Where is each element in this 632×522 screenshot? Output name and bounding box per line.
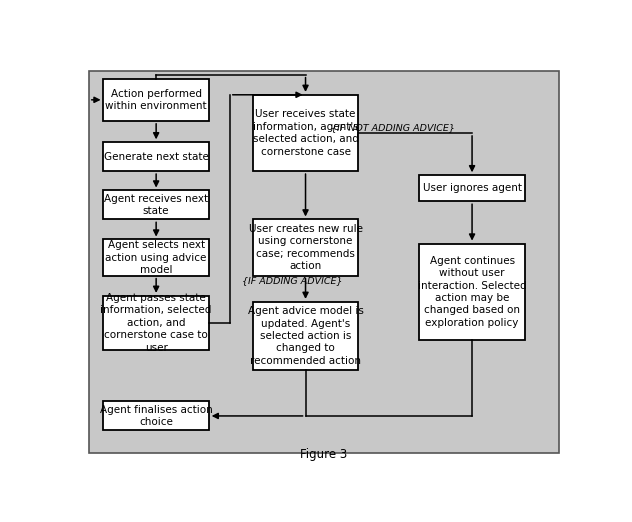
Text: Figure 3: Figure 3: [300, 447, 348, 460]
Text: Agent selects next
action using advice
model: Agent selects next action using advice m…: [106, 240, 207, 275]
Text: Agent finalises action
choice: Agent finalises action choice: [100, 405, 212, 427]
Text: User receives state
information, agent's
selected action, and
cornerstone case: User receives state information, agent's…: [253, 110, 358, 157]
FancyBboxPatch shape: [253, 219, 358, 276]
Text: Agent receives next
state: Agent receives next state: [104, 194, 208, 216]
FancyBboxPatch shape: [420, 243, 525, 340]
Text: User creates new rule
using cornerstone
case; recommends
action: User creates new rule using cornerstone …: [248, 224, 363, 271]
Text: Generate next state: Generate next state: [104, 152, 209, 162]
FancyBboxPatch shape: [88, 70, 559, 453]
FancyBboxPatch shape: [420, 175, 525, 201]
FancyBboxPatch shape: [104, 296, 209, 350]
FancyBboxPatch shape: [104, 240, 209, 276]
FancyBboxPatch shape: [253, 95, 358, 171]
FancyBboxPatch shape: [104, 79, 209, 121]
Text: Action performed
within environment: Action performed within environment: [106, 89, 207, 111]
FancyBboxPatch shape: [104, 191, 209, 219]
FancyBboxPatch shape: [253, 302, 358, 370]
FancyBboxPatch shape: [104, 401, 209, 431]
Text: Agent passes state
information, selected
action, and
cornerstone case to
user: Agent passes state information, selected…: [100, 293, 212, 353]
Text: Agent continues
without user
interaction. Selected
action may be
changed based o: Agent continues without user interaction…: [418, 256, 526, 328]
Text: User ignores agent: User ignores agent: [423, 183, 521, 193]
Text: {IF ADDING ADVICE}: {IF ADDING ADVICE}: [242, 276, 343, 285]
Text: {IF NOT ADDING ADVICE}: {IF NOT ADDING ADVICE}: [331, 123, 454, 132]
FancyBboxPatch shape: [104, 142, 209, 171]
Text: Agent advice model is
updated. Agent's
selected action is
changed to
recommended: Agent advice model is updated. Agent's s…: [248, 306, 363, 366]
